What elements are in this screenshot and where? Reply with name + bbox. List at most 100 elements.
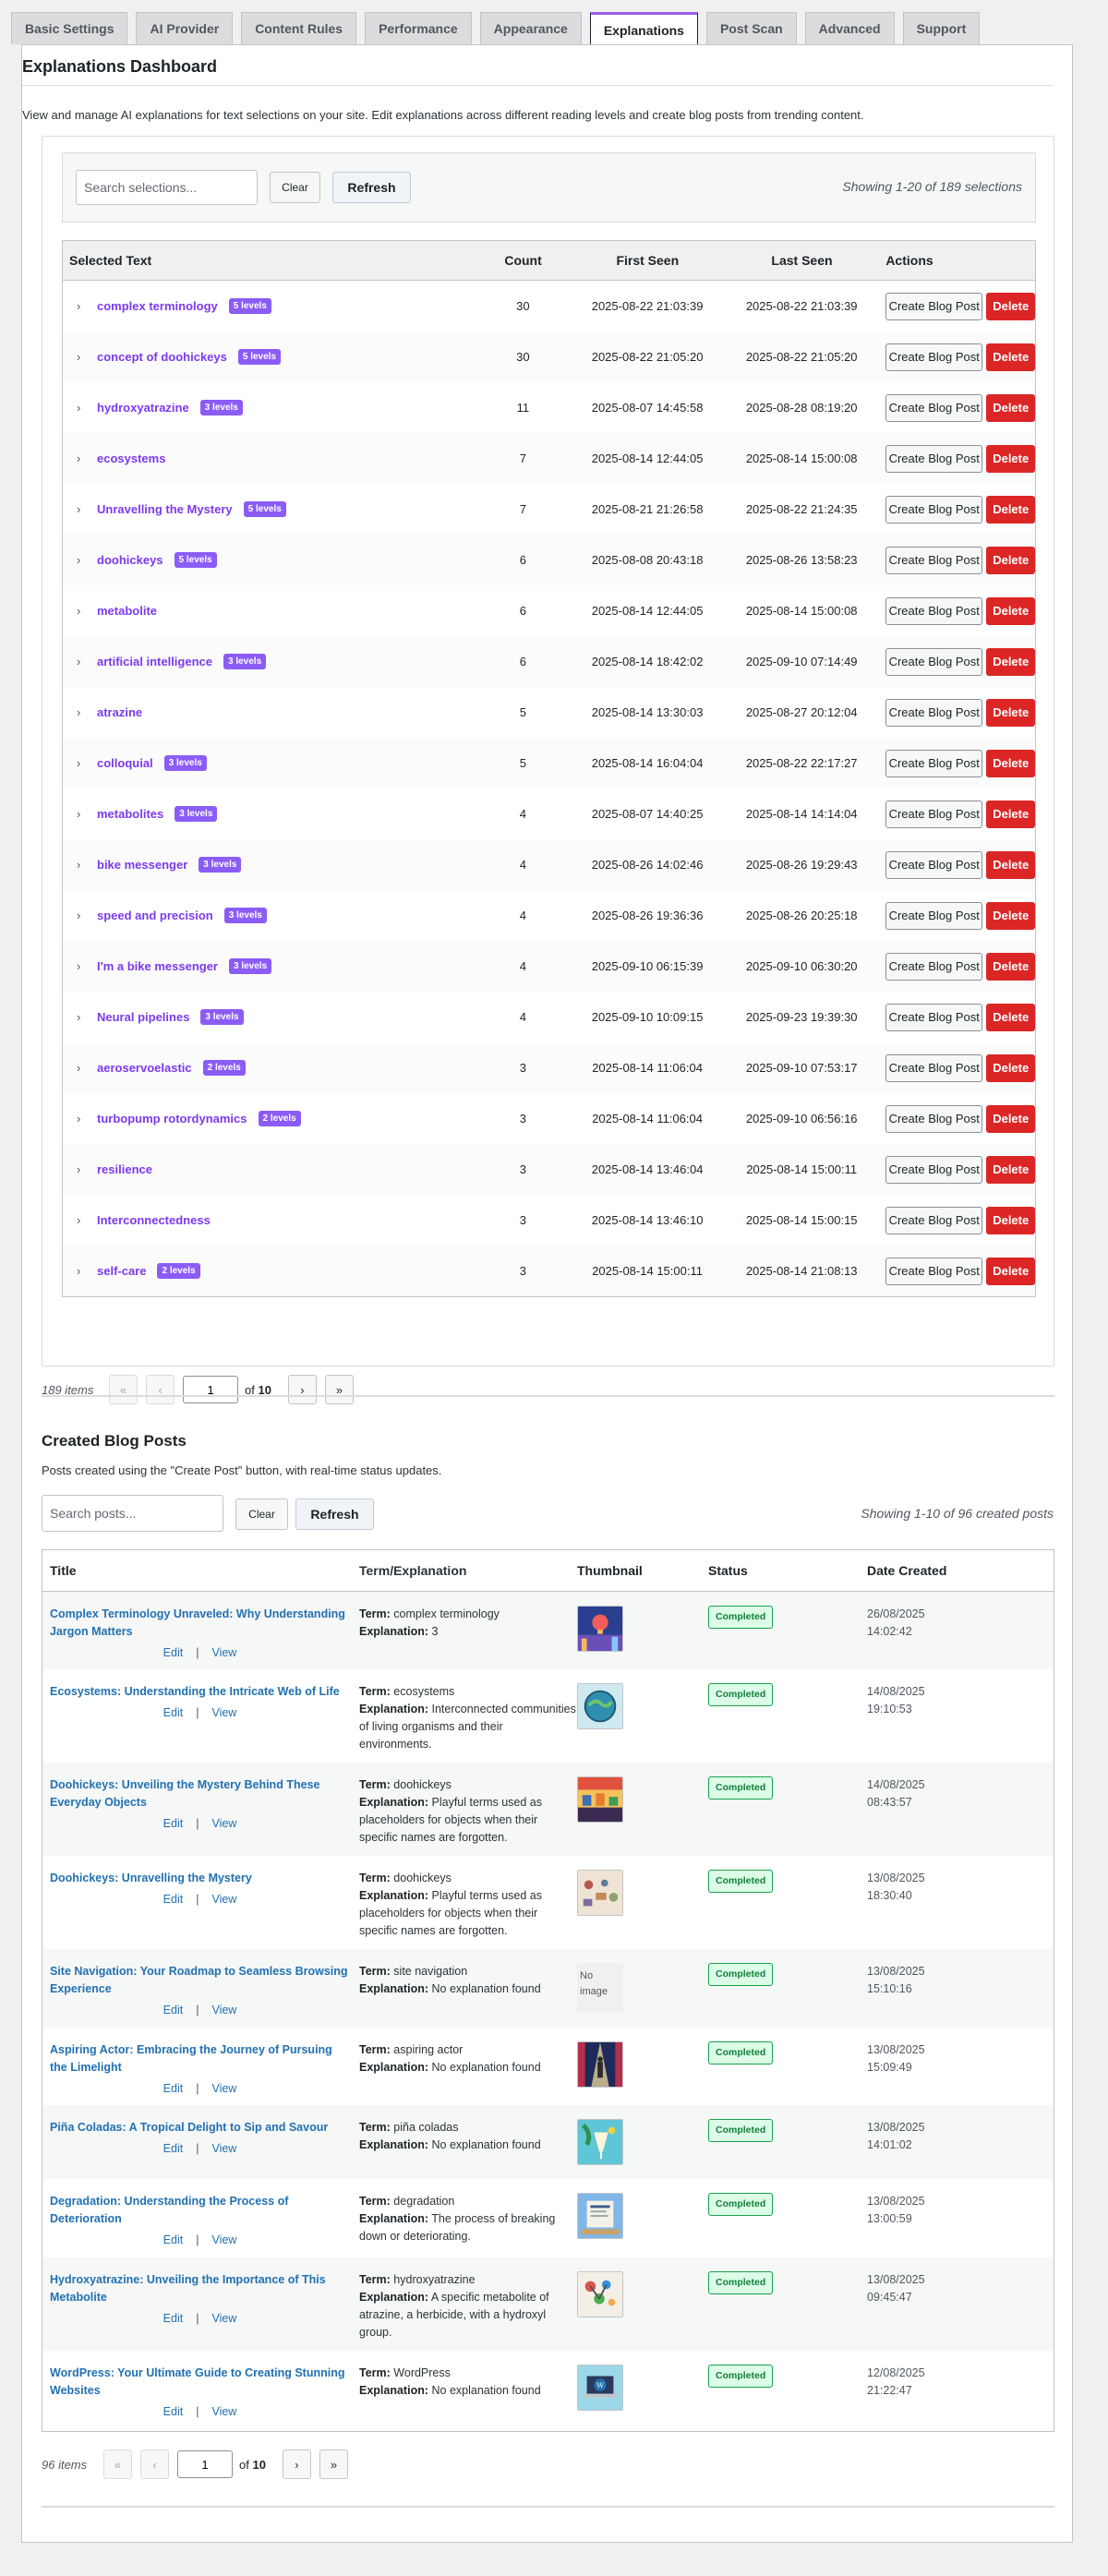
post-title-link[interactable]: Site Navigation: Your Roadmap to Seamles… [50,1965,348,1995]
refresh-posts-button[interactable]: Refresh [295,1499,374,1530]
post-title-link[interactable]: Degradation: Understanding the Process o… [50,2195,289,2225]
selection-term-link[interactable]: Neural pipelines [97,1010,190,1024]
selection-term-link[interactable]: metabolites [97,807,164,821]
selection-term-link[interactable]: ecosystems [97,451,166,465]
create-blog-post-button[interactable]: Create Blog Post [885,596,983,625]
delete-button[interactable]: Delete [986,495,1035,524]
edit-post-link[interactable]: Edit [163,2233,184,2246]
posts-next-page-button[interactable]: › [282,2450,311,2479]
expand-chevron-icon[interactable]: › [77,451,81,465]
delete-button[interactable]: Delete [986,596,1035,625]
create-blog-post-button[interactable]: Create Blog Post [885,901,983,930]
edit-post-link[interactable]: Edit [163,2312,184,2325]
expand-chevron-icon[interactable]: › [77,401,81,415]
post-title-link[interactable]: Aspiring Actor: Embracing the Journey of… [50,2043,332,2074]
expand-chevron-icon[interactable]: › [77,1010,81,1024]
expand-chevron-icon[interactable]: › [77,1061,81,1075]
create-blog-post-button[interactable]: Create Blog Post [885,1206,983,1234]
edit-post-link[interactable]: Edit [163,2004,184,2016]
expand-chevron-icon[interactable]: › [77,604,81,618]
view-post-link[interactable]: View [211,1706,237,1719]
selection-term-link[interactable]: speed and precision [97,909,213,922]
create-blog-post-button[interactable]: Create Blog Post [885,495,983,524]
expand-chevron-icon[interactable]: › [77,655,81,668]
selection-term-link[interactable]: metabolite [97,604,158,618]
page-number-input[interactable] [183,1376,238,1403]
delete-button[interactable]: Delete [986,952,1035,981]
expand-chevron-icon[interactable]: › [77,350,81,364]
delete-button[interactable]: Delete [986,1053,1035,1082]
expand-chevron-icon[interactable]: › [77,1162,81,1176]
delete-button[interactable]: Delete [986,444,1035,473]
delete-button[interactable]: Delete [986,901,1035,930]
expand-chevron-icon[interactable]: › [77,959,81,973]
delete-button[interactable]: Delete [986,1206,1035,1234]
view-post-link[interactable]: View [211,2405,237,2418]
posts-page-number-input[interactable] [177,2450,233,2478]
thumbnail-image[interactable] [577,1606,623,1652]
delete-button[interactable]: Delete [986,749,1035,777]
selection-term-link[interactable]: aeroservoelastic [97,1061,192,1075]
expand-chevron-icon[interactable]: › [77,553,81,567]
posts-prev-page-button[interactable]: ‹ [140,2450,169,2479]
create-blog-post-button[interactable]: Create Blog Post [885,698,983,727]
edit-post-link[interactable]: Edit [163,2405,184,2418]
selection-term-link[interactable]: Interconnectedness [97,1213,211,1227]
delete-button[interactable]: Delete [986,292,1035,320]
thumbnail-image[interactable] [577,1683,623,1729]
search-selections-input[interactable] [76,170,258,205]
selection-term-link[interactable]: concept of doohickeys [97,350,227,364]
selection-term-link[interactable]: bike messenger [97,858,188,872]
create-blog-post-button[interactable]: Create Blog Post [885,952,983,981]
view-post-link[interactable]: View [211,2142,237,2155]
post-title-link[interactable]: Piña Coladas: A Tropical Delight to Sip … [50,2121,329,2134]
view-post-link[interactable]: View [211,2312,237,2325]
expand-chevron-icon[interactable]: › [77,756,81,770]
expand-chevron-icon[interactable]: › [77,1264,81,1278]
thumbnail-image[interactable] [577,2041,623,2088]
selection-term-link[interactable]: artificial intelligence [97,655,212,668]
view-post-link[interactable]: View [211,1817,237,1830]
posts-first-page-button[interactable]: « [103,2450,132,2479]
tab-appearance[interactable]: Appearance [479,12,582,44]
selection-term-link[interactable]: self-care [97,1264,147,1278]
create-blog-post-button[interactable]: Create Blog Post [885,1003,983,1031]
first-page-button[interactable]: « [109,1375,138,1404]
expand-chevron-icon[interactable]: › [77,502,81,516]
delete-button[interactable]: Delete [986,698,1035,727]
tab-performance[interactable]: Performance [365,12,472,44]
expand-chevron-icon[interactable]: › [77,705,81,719]
edit-post-link[interactable]: Edit [163,2142,184,2155]
selection-term-link[interactable]: colloquial [97,756,153,770]
expand-chevron-icon[interactable]: › [77,807,81,821]
edit-post-link[interactable]: Edit [163,1817,184,1830]
search-posts-input[interactable] [42,1495,223,1532]
last-page-button[interactable]: » [324,1375,354,1404]
selection-term-link[interactable]: complex terminology [97,299,218,313]
selection-term-link[interactable]: I'm a bike messenger [97,959,218,973]
selection-term-link[interactable]: doohickeys [97,553,163,567]
delete-button[interactable]: Delete [986,1104,1035,1133]
create-blog-post-button[interactable]: Create Blog Post [885,444,983,473]
create-blog-post-button[interactable]: Create Blog Post [885,546,983,574]
expand-chevron-icon[interactable]: › [77,1213,81,1227]
post-title-link[interactable]: Hydroxyatrazine: Unveiling the Importanc… [50,2273,326,2304]
selection-term-link[interactable]: Unravelling the Mystery [97,502,233,516]
tab-support[interactable]: Support [902,12,981,44]
create-blog-post-button[interactable]: Create Blog Post [885,1104,983,1133]
delete-button[interactable]: Delete [986,1155,1035,1184]
thumbnail-image[interactable] [577,2193,623,2239]
delete-button[interactable]: Delete [986,1257,1035,1285]
selection-term-link[interactable]: hydroxyatrazine [97,401,189,415]
view-post-link[interactable]: View [211,1646,237,1659]
create-blog-post-button[interactable]: Create Blog Post [885,850,983,879]
tab-advanced[interactable]: Advanced [804,12,895,44]
prev-page-button[interactable]: ‹ [146,1375,175,1404]
post-title-link[interactable]: Doohickeys: Unveiling the Mystery Behind… [50,1778,320,1809]
delete-button[interactable]: Delete [986,546,1035,574]
post-title-link[interactable]: WordPress: Your Ultimate Guide to Creati… [50,2366,345,2397]
post-title-link[interactable]: Doohickeys: Unravelling the Mystery [50,1872,252,1884]
create-blog-post-button[interactable]: Create Blog Post [885,1155,983,1184]
expand-chevron-icon[interactable]: › [77,1112,81,1125]
clear-selections-button[interactable]: Clear [270,172,320,203]
